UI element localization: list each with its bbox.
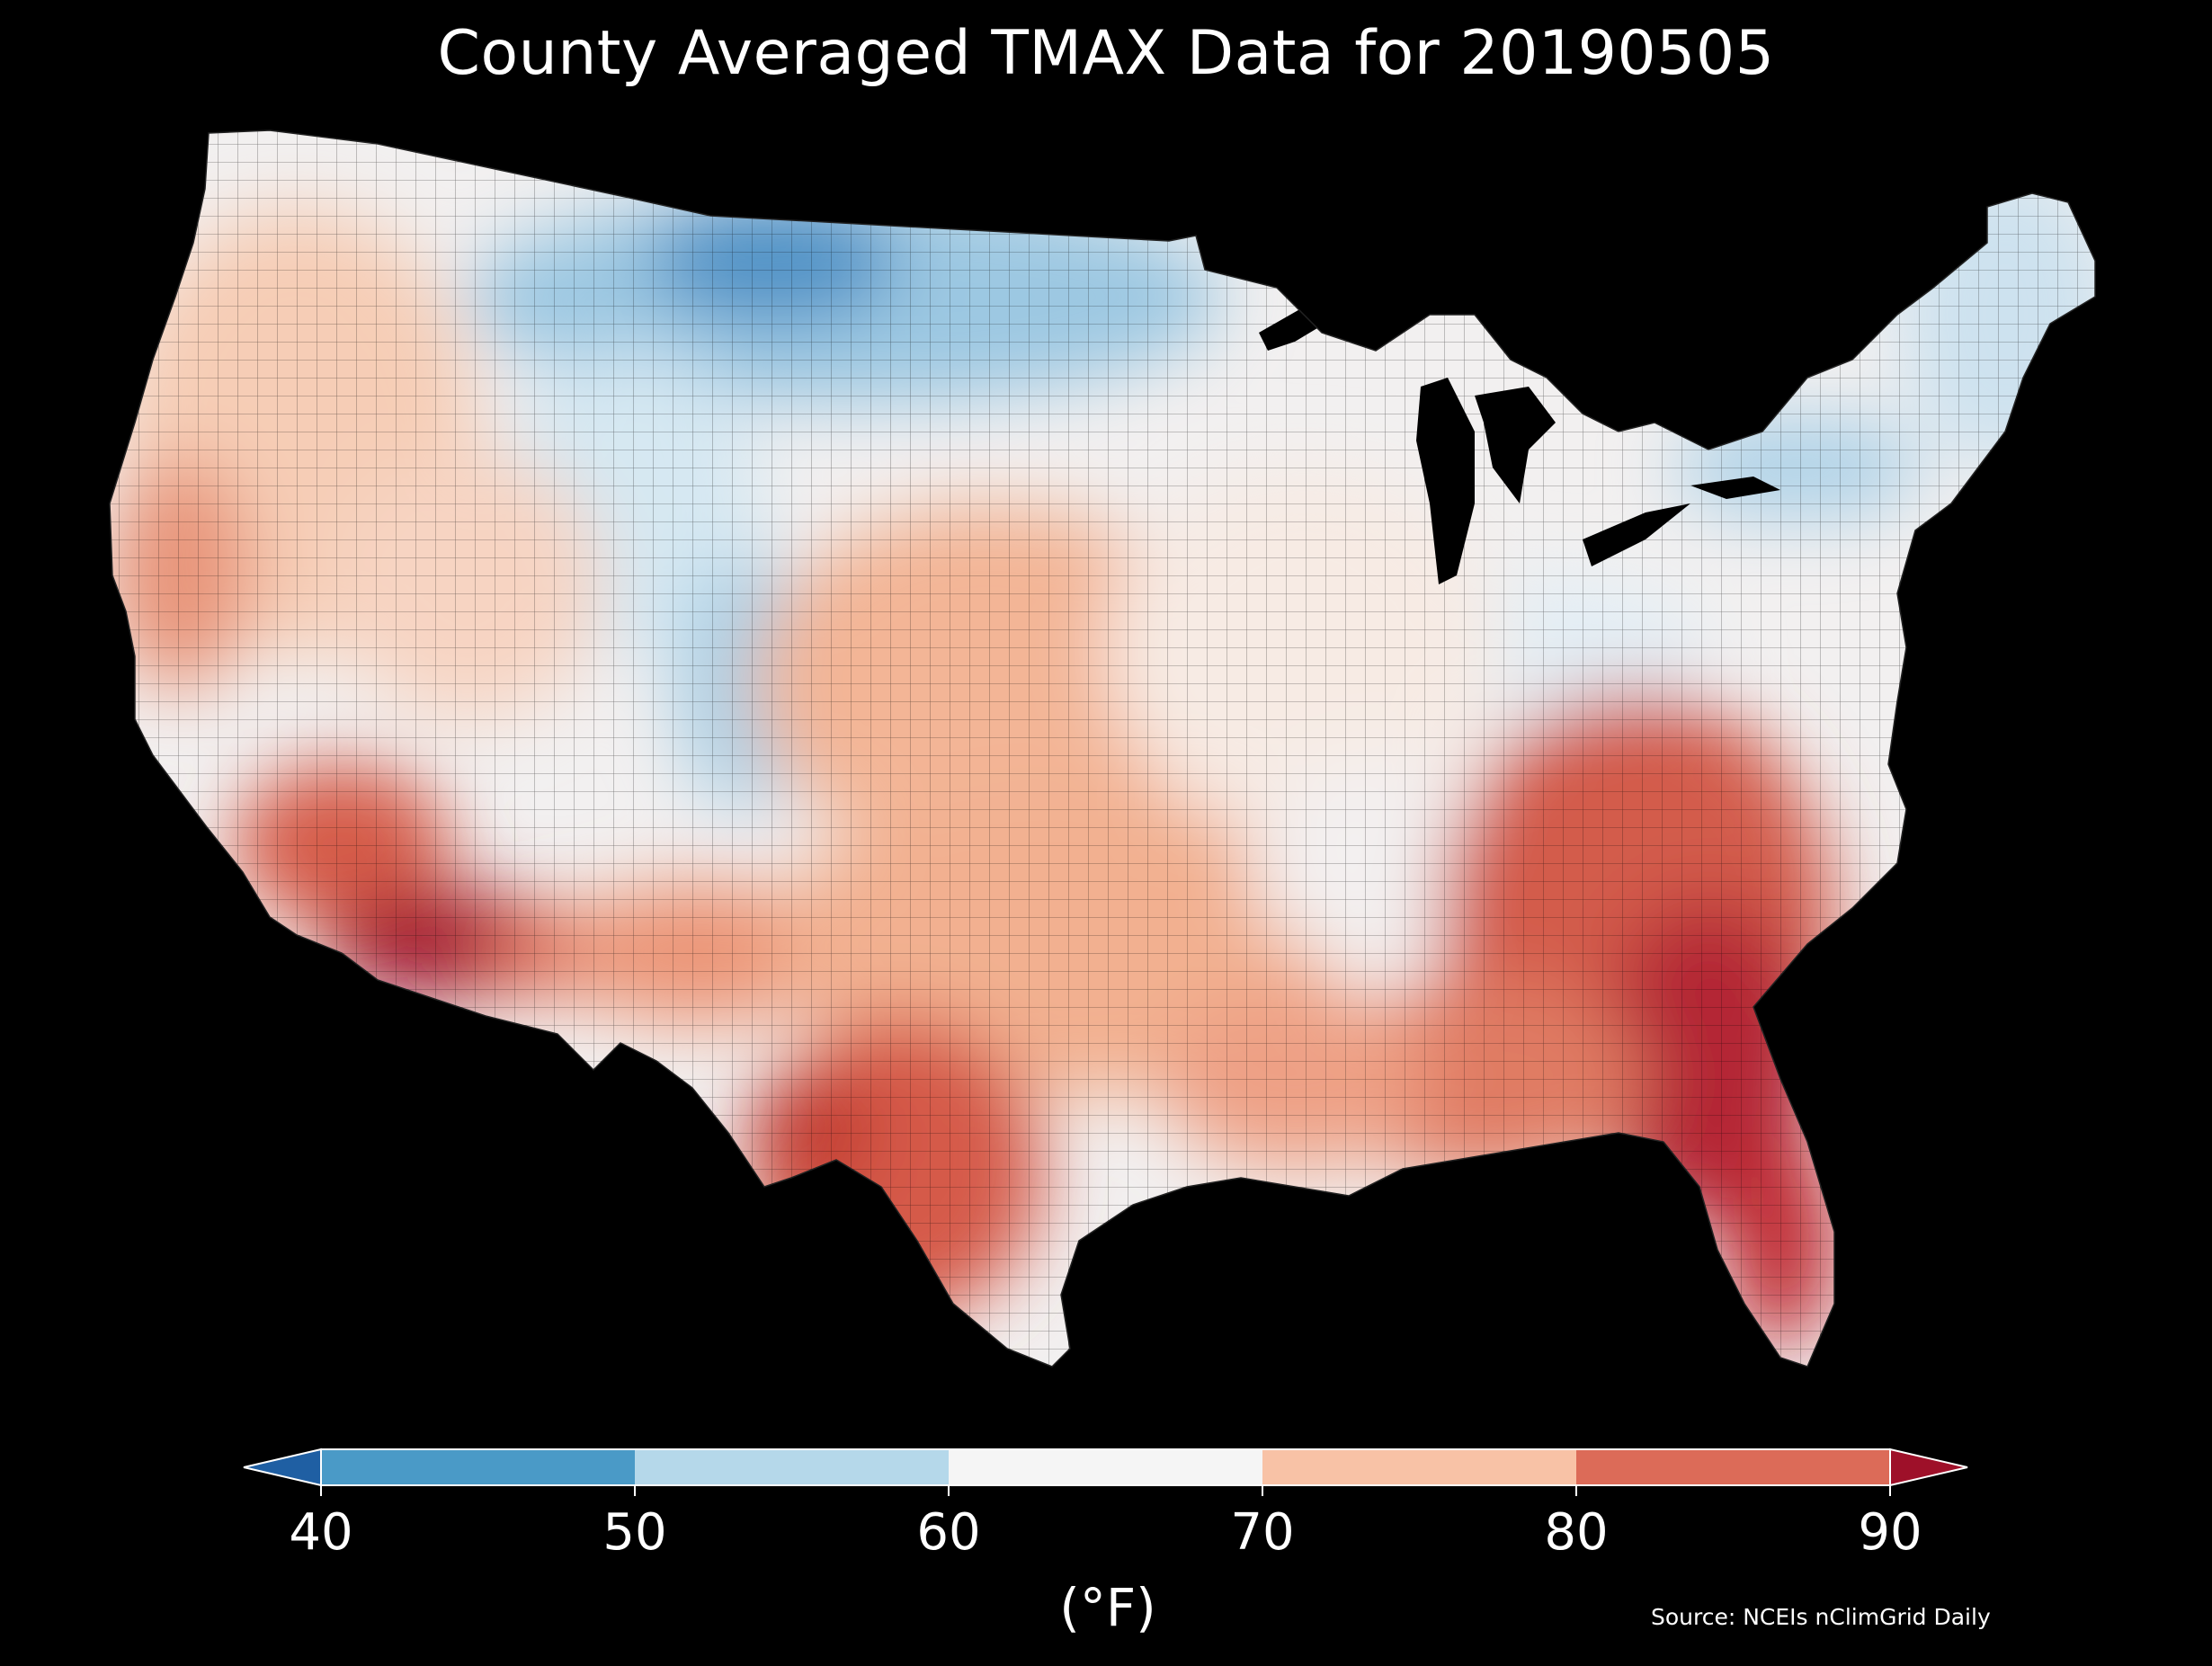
colorbar-extend-low <box>243 1448 322 1487</box>
colorbar-unit-label: (°F) <box>1059 1577 1156 1638</box>
colorbar-extend-high <box>1889 1448 1968 1487</box>
colorbar-tick-label: 80 <box>1544 1503 1609 1562</box>
colorbar-bin <box>1576 1449 1891 1485</box>
colorbar-bin <box>1262 1449 1577 1485</box>
source-label: Source: NCEIs nClimGrid Daily <box>1651 1604 1991 1630</box>
colorbar-tick-label: 50 <box>602 1503 667 1562</box>
map-title: County Averaged TMAX Data for 20190505 <box>437 18 1775 89</box>
colorbar-tick-label: 40 <box>289 1503 353 1562</box>
colorbar-outline <box>320 1448 1891 1486</box>
colorbar-tick-label: 60 <box>916 1503 981 1562</box>
colorbar-bin <box>321 1449 636 1485</box>
great-lakes <box>1259 279 1780 584</box>
colorbar-bin <box>949 1449 1263 1485</box>
colorbar-tick-label: 90 <box>1858 1503 1922 1562</box>
colorbar-bin <box>635 1449 950 1485</box>
us-outline <box>109 129 2096 1368</box>
colorbar-tick-label: 70 <box>1230 1503 1295 1562</box>
